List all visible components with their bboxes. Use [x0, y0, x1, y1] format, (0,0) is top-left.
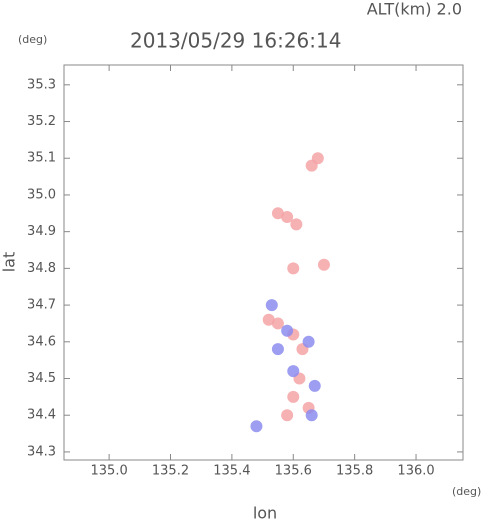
echo-cell	[305, 409, 318, 422]
echo-cell	[305, 159, 318, 172]
echo-cell	[281, 210, 294, 223]
x-tick-label: 135.6	[275, 464, 312, 479]
echo-cell	[265, 299, 278, 312]
echo-cell	[271, 343, 284, 356]
echo-cell	[287, 262, 300, 275]
x-unit: (deg)	[452, 485, 481, 498]
echo-cell	[281, 409, 294, 422]
x-tick-label: 135.4	[213, 464, 250, 479]
y-tick-label: 34.4	[27, 408, 56, 423]
y-tick-label: 35.0	[27, 187, 56, 202]
echo-cell	[250, 420, 263, 433]
echo-cell	[287, 365, 300, 378]
y-tick-label: 34.5	[27, 371, 56, 386]
x-tick-label: 135.0	[91, 464, 128, 479]
x-tick-label: 135.2	[152, 464, 189, 479]
y-unit: (deg)	[18, 33, 47, 46]
x-tick-label: 136.0	[397, 464, 434, 479]
header: ALT(km) 2.0	[367, 0, 462, 19]
echo-cell	[271, 317, 284, 330]
y-tick-label: 34.3	[27, 444, 56, 459]
chart-title: 2013/05/29 16:26:14	[130, 29, 341, 53]
y-tick-label: 34.6	[27, 334, 56, 349]
y-tick-label: 35.3	[27, 77, 56, 92]
y-tick-label: 34.8	[27, 261, 56, 276]
echo-cell	[308, 379, 321, 392]
x-axis-label: lon	[253, 504, 277, 522]
echo-cell	[271, 207, 284, 220]
y-axis-label: lat	[0, 252, 19, 273]
echo-cell	[262, 313, 275, 326]
x-tick-label: 135.8	[336, 464, 373, 479]
y-tick-label: 34.9	[27, 224, 56, 239]
echo-cell	[302, 335, 315, 348]
echo-cell	[290, 218, 303, 231]
y-tick-label: 35.2	[27, 114, 56, 129]
y-tick-label: 34.7	[27, 298, 56, 313]
echo-cell	[287, 390, 300, 403]
plot-frame	[63, 64, 464, 461]
echo-cell	[317, 258, 330, 271]
echo-cell	[281, 324, 294, 337]
y-tick-label: 35.1	[27, 151, 56, 166]
